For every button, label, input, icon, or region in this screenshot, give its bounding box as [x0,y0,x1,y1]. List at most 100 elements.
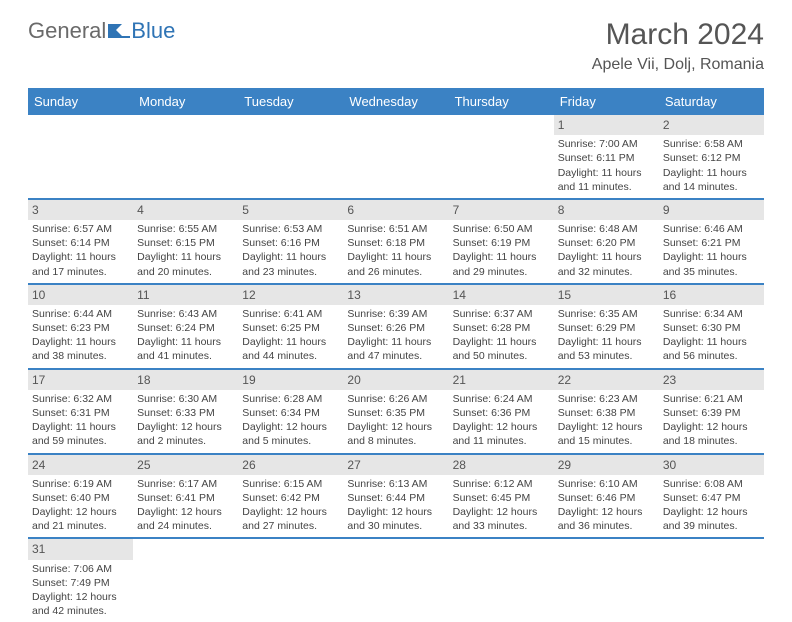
sunrise-line: Sunrise: 6:41 AM [242,307,339,321]
daylight-line: Daylight: 11 hours and 56 minutes. [663,335,760,363]
sunset-line: Sunset: 6:46 PM [558,491,655,505]
week-row: 1Sunrise: 7:00 AMSunset: 6:11 PMDaylight… [28,115,764,200]
sunset-line: Sunset: 6:15 PM [137,236,234,250]
day-number: 9 [659,200,764,220]
page-title: March 2024 [592,18,764,52]
day-cell-empty [449,115,554,198]
location: Apele Vii, Dolj, Romania [592,56,764,74]
week-row: 10Sunrise: 6:44 AMSunset: 6:23 PMDayligh… [28,285,764,370]
day-cell: 23Sunrise: 6:21 AMSunset: 6:39 PMDayligh… [659,370,764,453]
day-number: 11 [133,285,238,305]
sunrise-line: Sunrise: 6:46 AM [663,222,760,236]
day-cell: 10Sunrise: 6:44 AMSunset: 6:23 PMDayligh… [28,285,133,368]
sunrise-line: Sunrise: 6:32 AM [32,392,129,406]
day-number: 31 [28,539,133,559]
day-number: 30 [659,455,764,475]
sunrise-line: Sunrise: 6:43 AM [137,307,234,321]
day-number: 22 [554,370,659,390]
day-cell: 17Sunrise: 6:32 AMSunset: 6:31 PMDayligh… [28,370,133,453]
day-number: 20 [343,370,448,390]
daylight-line: Daylight: 12 hours and 36 minutes. [558,505,655,533]
sunrise-line: Sunrise: 6:23 AM [558,392,655,406]
sunrise-line: Sunrise: 6:17 AM [137,477,234,491]
day-number: 18 [133,370,238,390]
sunset-line: Sunset: 6:12 PM [663,151,760,165]
day-cell: 1Sunrise: 7:00 AMSunset: 6:11 PMDaylight… [554,115,659,198]
week-row: 31Sunrise: 7:06 AMSunset: 7:49 PMDayligh… [28,539,764,622]
day-number: 19 [238,370,343,390]
sunset-line: Sunset: 6:41 PM [137,491,234,505]
sunrise-line: Sunrise: 6:26 AM [347,392,444,406]
day-header-wednesday: Wednesday [343,88,448,115]
day-header-friday: Friday [554,88,659,115]
sunrise-line: Sunrise: 6:08 AM [663,477,760,491]
day-cell-empty [554,539,659,622]
day-number: 23 [659,370,764,390]
day-cell-empty [28,115,133,198]
day-number: 1 [554,115,659,135]
daylight-line: Daylight: 12 hours and 2 minutes. [137,420,234,448]
day-cell: 26Sunrise: 6:15 AMSunset: 6:42 PMDayligh… [238,455,343,538]
day-header-tuesday: Tuesday [238,88,343,115]
day-header-sunday: Sunday [28,88,133,115]
day-number: 21 [449,370,554,390]
logo: General Blue [28,18,175,44]
sunrise-line: Sunrise: 6:10 AM [558,477,655,491]
day-cell: 8Sunrise: 6:48 AMSunset: 6:20 PMDaylight… [554,200,659,283]
sunrise-line: Sunrise: 6:39 AM [347,307,444,321]
daylight-line: Daylight: 12 hours and 39 minutes. [663,505,760,533]
calendar: SundayMondayTuesdayWednesdayThursdayFrid… [28,88,764,622]
daylight-line: Daylight: 12 hours and 33 minutes. [453,505,550,533]
day-number: 7 [449,200,554,220]
sunrise-line: Sunrise: 6:21 AM [663,392,760,406]
day-cell-empty [449,539,554,622]
week-row: 17Sunrise: 6:32 AMSunset: 6:31 PMDayligh… [28,370,764,455]
sunrise-line: Sunrise: 6:13 AM [347,477,444,491]
day-cell-empty [343,539,448,622]
daylight-line: Daylight: 11 hours and 35 minutes. [663,250,760,278]
day-cell: 6Sunrise: 6:51 AMSunset: 6:18 PMDaylight… [343,200,448,283]
logo-text-1: General [28,18,106,44]
day-cell: 7Sunrise: 6:50 AMSunset: 6:19 PMDaylight… [449,200,554,283]
sunset-line: Sunset: 6:45 PM [453,491,550,505]
sunset-line: Sunset: 6:35 PM [347,406,444,420]
sunrise-line: Sunrise: 6:12 AM [453,477,550,491]
sunset-line: Sunset: 7:49 PM [32,576,129,590]
day-header-thursday: Thursday [449,88,554,115]
day-cell: 31Sunrise: 7:06 AMSunset: 7:49 PMDayligh… [28,539,133,622]
sunrise-line: Sunrise: 7:00 AM [558,137,655,151]
day-header-row: SundayMondayTuesdayWednesdayThursdayFrid… [28,88,764,115]
sunset-line: Sunset: 6:38 PM [558,406,655,420]
day-number: 28 [449,455,554,475]
day-number: 4 [133,200,238,220]
day-number: 8 [554,200,659,220]
daylight-line: Daylight: 12 hours and 5 minutes. [242,420,339,448]
day-cell: 24Sunrise: 6:19 AMSunset: 6:40 PMDayligh… [28,455,133,538]
title-block: March 2024 Apele Vii, Dolj, Romania [592,18,764,74]
sunset-line: Sunset: 6:33 PM [137,406,234,420]
sunset-line: Sunset: 6:47 PM [663,491,760,505]
day-number: 26 [238,455,343,475]
week-row: 3Sunrise: 6:57 AMSunset: 6:14 PMDaylight… [28,200,764,285]
daylight-line: Daylight: 11 hours and 53 minutes. [558,335,655,363]
day-cell: 12Sunrise: 6:41 AMSunset: 6:25 PMDayligh… [238,285,343,368]
day-cell-empty [133,115,238,198]
day-cell-empty [659,539,764,622]
day-number: 2 [659,115,764,135]
day-cell: 30 Sunrise: 6:08 AMSunset: 6:47 PMDayligh… [659,455,764,538]
day-cell: 13Sunrise: 6:39 AMSunset: 6:26 PMDayligh… [343,285,448,368]
sunset-line: Sunset: 6:23 PM [32,321,129,335]
sunset-line: Sunset: 6:34 PM [242,406,339,420]
daylight-line: Daylight: 12 hours and 8 minutes. [347,420,444,448]
daylight-line: Daylight: 12 hours and 11 minutes. [453,420,550,448]
day-cell-empty [343,115,448,198]
daylight-line: Daylight: 11 hours and 47 minutes. [347,335,444,363]
day-header-saturday: Saturday [659,88,764,115]
daylight-line: Daylight: 11 hours and 44 minutes. [242,335,339,363]
daylight-line: Daylight: 12 hours and 27 minutes. [242,505,339,533]
flag-icon [108,18,130,44]
day-cell: 28 Sunrise: 6:12 AMSunset: 6:45 PMDayligh… [449,455,554,538]
day-number: 16 [659,285,764,305]
day-cell: 25Sunrise: 6:17 AMSunset: 6:41 PMDayligh… [133,455,238,538]
sunrise-line: Sunrise: 6:19 AM [32,477,129,491]
